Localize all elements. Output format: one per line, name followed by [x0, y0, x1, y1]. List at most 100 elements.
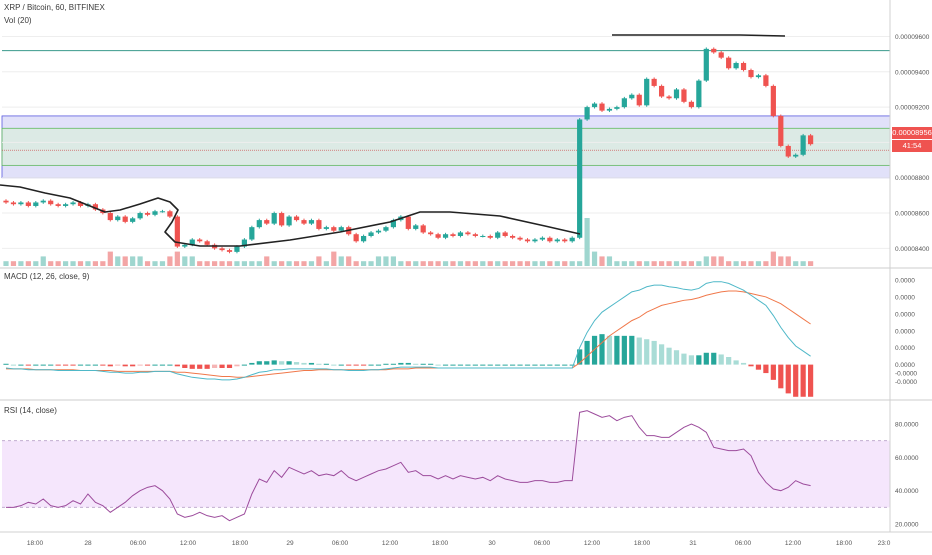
candle-body: [10, 202, 17, 205]
volume-bar: [92, 261, 98, 266]
macd-histogram-bar: [584, 340, 590, 365]
candle-body: [718, 52, 724, 58]
macd-histogram-bar: [152, 364, 158, 366]
volume-bar: [435, 261, 441, 266]
macd-histogram-bar: [174, 364, 180, 367]
macd-histogram-bar: [3, 363, 9, 365]
candle-body: [517, 237, 523, 240]
volume-bar: [77, 261, 84, 266]
candle-body: [472, 234, 478, 236]
macd-histogram-bar: [249, 362, 255, 365]
time-tick-label: 06:00: [332, 540, 349, 547]
top-trend-drawing: [612, 34, 786, 37]
candle-body: [3, 200, 9, 203]
volume-bar: [681, 261, 687, 266]
macd-histogram-bar: [226, 364, 233, 368]
candle-body: [115, 216, 121, 221]
macd-histogram-bar: [681, 353, 687, 365]
candle-body: [428, 232, 434, 235]
volume-bar: [70, 261, 76, 266]
macd-histogram-bar: [33, 364, 39, 366]
candle-body: [144, 213, 151, 215]
volume-bar: [487, 261, 493, 266]
macd-histogram-bar: [368, 364, 374, 366]
volume-bar: [63, 261, 69, 266]
candle-body: [368, 232, 374, 236]
candle-body: [420, 225, 426, 233]
drawings: [0, 34, 786, 247]
volume-bar: [212, 261, 218, 266]
time-tick-label: 18:00: [232, 540, 249, 547]
candle-body: [182, 244, 188, 247]
macd-histogram-bar: [77, 364, 84, 366]
time-tick-label: 18:00: [27, 540, 44, 547]
volume-bar: [495, 261, 501, 266]
candle-body: [435, 234, 441, 238]
volume-bar: [293, 261, 300, 266]
volume-bar: [189, 256, 195, 266]
macd-histogram-bar: [532, 364, 538, 366]
candle-body: [524, 239, 531, 242]
candle-body: [591, 103, 598, 108]
macd-histogram-bar: [495, 364, 501, 366]
time-tick-label: 06:00: [130, 540, 147, 547]
macd-histogram-bar: [167, 364, 173, 366]
volume-bar: [413, 261, 419, 266]
time-tick-label: 12:00: [180, 540, 197, 547]
macd-histogram-bar: [457, 364, 464, 366]
candle-body: [323, 227, 329, 229]
volume-bar: [405, 261, 411, 266]
candle-body: [361, 235, 367, 242]
rsi-legend[interactable]: RSI (14, close): [4, 406, 57, 415]
volume-bar: [636, 261, 642, 266]
candle-body: [249, 227, 255, 240]
volume-bar: [204, 261, 210, 266]
macd-legend[interactable]: MACD (12, 26, close, 9): [4, 272, 90, 281]
volume-bar: [130, 256, 136, 266]
candle-body: [301, 220, 307, 224]
candle-body: [286, 216, 292, 226]
price-tick-label: 0.00008800: [895, 175, 930, 182]
candle-body: [636, 94, 642, 106]
volume-bar: [279, 261, 285, 266]
macd-histogram-bar: [197, 364, 203, 369]
candle-body: [264, 220, 270, 224]
macd-histogram-bar: [234, 364, 240, 367]
volume-bar: [666, 261, 672, 266]
macd-histogram-bar: [48, 364, 54, 366]
volume-bar: [361, 261, 367, 266]
volume-bar: [33, 261, 39, 266]
zone-green: [1, 127, 891, 166]
macd-histogram-bar: [204, 364, 210, 369]
candle-body: [77, 202, 84, 206]
volume-bar: [442, 261, 449, 266]
grid: [2, 35, 890, 249]
candle-body: [748, 70, 754, 78]
macd-tick-label: 0.0000: [895, 278, 915, 285]
candle-body: [584, 107, 590, 120]
macd-histogram-bar: [465, 364, 471, 366]
macd-histogram-bar: [763, 364, 769, 374]
macd-histogram-bar: [688, 355, 694, 365]
volume-bar: [621, 261, 627, 266]
macd-histogram-bar: [18, 364, 24, 366]
volume-bar: [398, 261, 404, 266]
macd-histogram-bar: [480, 364, 486, 366]
macd-histogram-bar: [331, 364, 337, 366]
candle-body: [465, 232, 471, 235]
macd-histogram-bar: [740, 362, 747, 365]
symbol-legend[interactable]: XRP / Bitcoin, 60, BITFINEX: [4, 3, 105, 12]
countdown-badge: 41:54: [892, 140, 932, 152]
candle-body: [696, 80, 702, 108]
candle-body: [681, 89, 687, 102]
volume-legend[interactable]: Vol (20): [4, 16, 32, 25]
macd-histogram-bar: [301, 362, 307, 365]
time-tick-label: 06:00: [735, 540, 752, 547]
macd-histogram-bar: [547, 364, 553, 366]
macd-histogram-bar: [361, 364, 367, 366]
candle-body: [405, 216, 411, 229]
volume-bar: [606, 256, 613, 266]
volume-bar: [219, 261, 225, 266]
